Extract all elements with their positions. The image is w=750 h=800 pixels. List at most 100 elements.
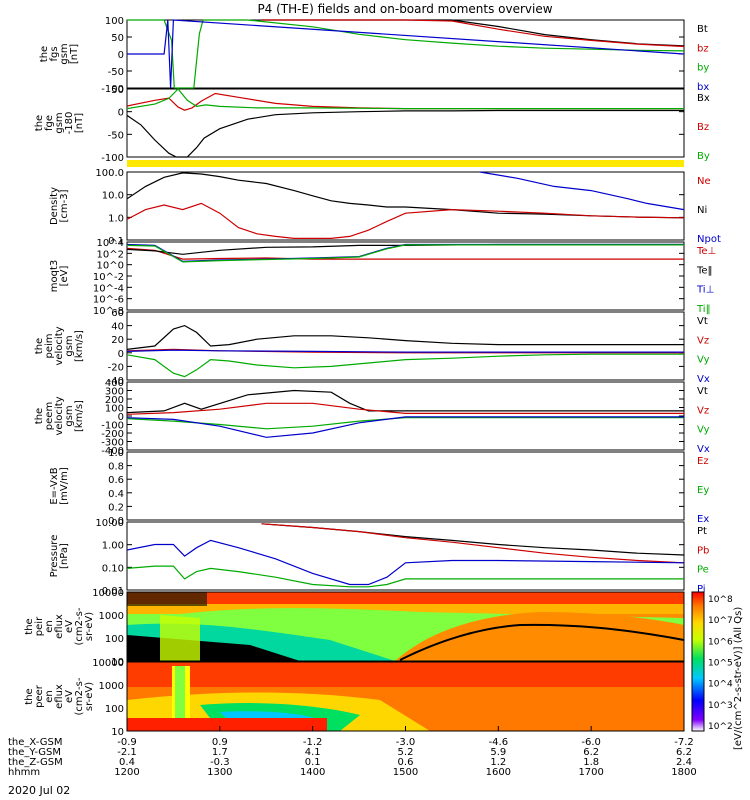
- ephem-value: 1.8: [583, 757, 599, 768]
- ylabel-line: [nT]: [69, 44, 80, 64]
- colorbar-label: [eV/(cm^2-s-str-eV)] (All Qs): [733, 607, 744, 750]
- series-line-pressure-3: [126, 565, 684, 588]
- series-line-temperature-3: [126, 244, 684, 263]
- colorbar-tick: 10^6: [708, 637, 733, 647]
- legend-label: Ti‖: [696, 304, 711, 315]
- colorbar: [691, 591, 705, 732]
- ylabel-line: (cm2-s-: [74, 607, 85, 645]
- series-line-pressure-2: [126, 539, 685, 586]
- ephem-value: -4.6: [489, 737, 509, 748]
- ylabel-line: (cm2-s-: [74, 677, 85, 715]
- ytick-label: 0: [118, 108, 124, 119]
- ylabel-line: Pressure: [49, 535, 60, 578]
- legend-label: Vt: [697, 386, 708, 397]
- ephem-value: -3.0: [396, 737, 416, 748]
- ephem-value: 0.1: [305, 757, 321, 768]
- legend-label: By: [697, 151, 710, 162]
- ylabel-line: the: [34, 115, 45, 131]
- ylabel-line: peer: [34, 684, 45, 708]
- legend-label: bz: [697, 43, 709, 54]
- legend-label: Vx: [697, 374, 710, 385]
- ylabel-line: velocity: [54, 326, 65, 365]
- ephem-value: -1.2: [303, 737, 323, 748]
- legend-label: Vy: [697, 355, 710, 366]
- ephem-value: 6.2: [676, 747, 692, 758]
- series-line-density-1: [126, 202, 685, 239]
- ytick-label: 0.8: [108, 462, 124, 473]
- chart-title: P4 (TH-E) fields and on-board moments ov…: [257, 2, 552, 16]
- legend-label: Ni: [697, 205, 707, 216]
- legend-label: Vt: [697, 316, 708, 327]
- ylabel-line: [nT]: [74, 113, 85, 133]
- legend-label: Pb: [697, 545, 709, 556]
- ephem-value: 1700: [578, 767, 603, 778]
- ephem-value: -0.9: [117, 737, 137, 748]
- ylabel-line: peir: [34, 616, 45, 636]
- legend-label: Vz: [697, 405, 709, 416]
- legend-label: Ey: [697, 485, 709, 496]
- series-line-peem-0: [126, 389, 684, 414]
- ylabel-line: Density: [49, 187, 60, 225]
- ytick-label: -50: [108, 67, 124, 78]
- series-line-peem-1: [126, 402, 684, 415]
- series-line-density-2: [479, 171, 685, 211]
- ephem-row-label: the_Y-GSM: [8, 747, 61, 758]
- series-line-temperature-1: [126, 243, 684, 255]
- series-line-peim-3: [126, 349, 684, 353]
- ylabel-line: the: [24, 618, 35, 634]
- ylabel-line: the: [34, 338, 45, 354]
- ephem-value: -6.0: [581, 737, 601, 748]
- series-line-peim-0: [126, 324, 684, 350]
- ytick-label: 0: [118, 50, 124, 61]
- ylabel-line: the: [34, 408, 45, 424]
- ylabel-line: eflux: [54, 614, 65, 639]
- ytick-label: 10.00: [95, 518, 124, 529]
- series-line-temperature-0: [126, 247, 684, 260]
- series-line-fgs-2: [127, 19, 685, 89]
- ytick-label: 400: [105, 378, 124, 389]
- ytick-label: 50: [111, 33, 124, 44]
- ytick-label: 50: [111, 85, 124, 96]
- series-line-density-0: [126, 172, 685, 219]
- colorbar-tick: 10^8: [708, 595, 733, 605]
- ylabel-line: the: [39, 46, 50, 62]
- ylabel-line: eflux: [54, 684, 65, 709]
- ytick-label: 200: [105, 395, 124, 406]
- ytick-label: 10^-8: [93, 306, 124, 317]
- ephem-value: -0.3: [210, 757, 230, 768]
- ytick-label: -50: [108, 130, 124, 141]
- ytick-label: 10^0: [97, 261, 124, 272]
- ylabel-line: sr-eV): [84, 612, 95, 641]
- series-line-pressure-1: [261, 523, 685, 564]
- ytick-label: 0.10: [102, 563, 124, 574]
- series-line-peem-3: [126, 416, 684, 438]
- ylabel-line: fge: [44, 115, 55, 131]
- ephem-value: 1.7: [212, 747, 228, 758]
- ytick-label: -400: [101, 446, 124, 457]
- ylabel-line: [mV/m]: [59, 467, 70, 505]
- legend-label: Vy: [697, 425, 710, 436]
- ytick-label: 1000: [99, 681, 124, 692]
- ytick-label: 100.0: [95, 168, 124, 179]
- ephem-row-label: hhmm: [8, 767, 40, 778]
- ephem-value: 5.9: [490, 747, 506, 758]
- ephem-row-label: the_Z-GSM: [8, 757, 63, 768]
- ephem-value: 1.2: [490, 757, 506, 768]
- legend-label: Bt: [697, 24, 708, 35]
- legend-label: Vz: [697, 335, 709, 346]
- ytick-label: 10^-4: [93, 283, 124, 294]
- ytick-label: 1.0: [108, 448, 124, 459]
- ephem-value: 6.2: [583, 747, 599, 758]
- spectrogram-peir: [127, 592, 684, 661]
- ytick-label: 10000: [92, 658, 124, 669]
- ytick-label: 0.2: [108, 502, 124, 513]
- legend-label: Pi: [697, 584, 706, 595]
- legend-label: Ne: [697, 176, 711, 187]
- legend-label: by: [697, 63, 709, 74]
- ephem-value: 5.2: [398, 747, 414, 758]
- ephem-value: 1400: [300, 767, 325, 778]
- ytick-label: 10: [111, 727, 124, 738]
- ytick-label: 0.0: [108, 516, 124, 527]
- ylabel-line: peim: [44, 333, 55, 358]
